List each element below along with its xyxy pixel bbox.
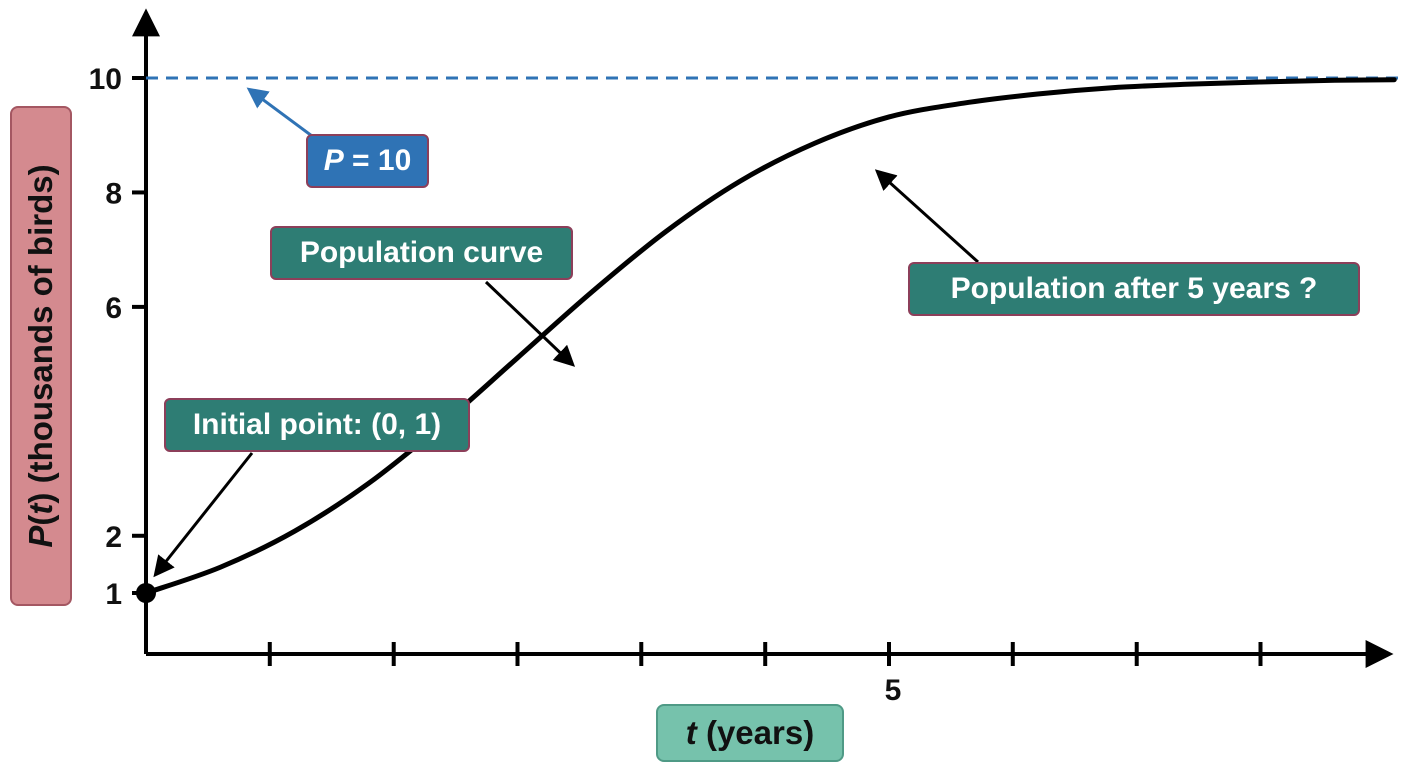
y-label-close: ) (22, 492, 59, 504)
y-label-rest: (thousands of birds) (22, 164, 59, 493)
population-after-5-years-annotation: Population after 5 years ? (908, 262, 1360, 316)
annotation-text: Initial point: (0, 1) (192, 408, 442, 441)
y-tick-label: 6 (105, 292, 122, 325)
x-tick-label: 5 (885, 674, 902, 707)
y-label-t: t (22, 503, 59, 515)
ticks-layer: 1 2 6 8 10 5 (89, 63, 1263, 707)
y-tick-label: 10 (89, 63, 122, 96)
y-label-open: ( (22, 514, 59, 526)
annotation-text: Population after 5 years ? (950, 272, 1318, 305)
annotation-text: = 10 (343, 144, 412, 177)
y-axis-label: P(t) (thousands of birds) (22, 164, 60, 547)
y-tick-label: 1 (105, 578, 122, 611)
x-label-var: t (685, 714, 697, 751)
y-tick-label: 2 (105, 521, 122, 554)
population-curve-annotation: Population curve (270, 226, 573, 280)
population-curve-arrow (484, 280, 576, 367)
population-5-years-arrow (874, 169, 980, 264)
asymptote-annotation: P = 10 (306, 134, 429, 188)
annotation-text: P (323, 144, 344, 177)
annotation-text: Population curve (299, 236, 544, 269)
y-tick-label: 8 (105, 177, 122, 210)
x-label-rest: (years) (696, 714, 815, 751)
initial-point-annotation: Initial point: (0, 1) (164, 398, 470, 452)
y-label-p: P (22, 525, 59, 548)
y-axis-label-box: P(t) (thousands of birds) (10, 106, 72, 606)
x-axis-label-box: t (years) (656, 704, 844, 762)
annotation-arrows (153, 87, 980, 578)
population-curve-line (143, 77, 1397, 596)
asymptote-arrow (246, 87, 313, 138)
axes (132, 8, 1394, 668)
initial-point-arrow (153, 452, 254, 578)
